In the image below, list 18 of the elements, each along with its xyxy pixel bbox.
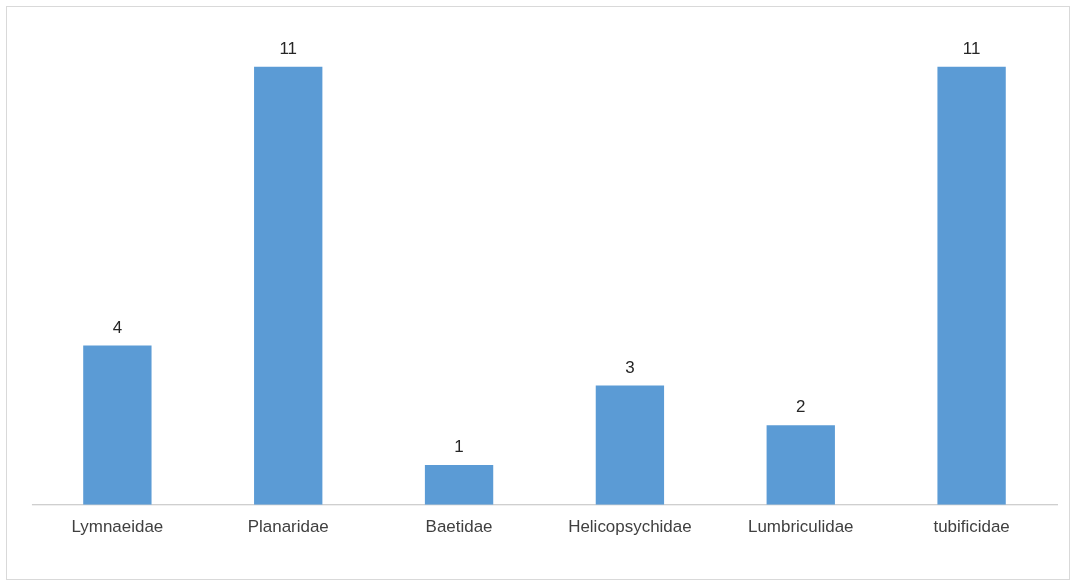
data-label: 4 [112,317,123,337]
data-label: 2 [796,397,806,417]
data-label: 1 [454,437,464,457]
bar [766,425,835,505]
data-label: 11 [279,39,298,58]
x-tick-label: Planaridae [247,516,329,536]
bar [595,385,665,505]
x-tick-label: Helicopsychidae [568,516,692,536]
bar [254,66,323,505]
x-tick-label: tubificidae [933,516,1010,536]
bar [424,465,494,505]
bar [937,66,1006,505]
data-label: 11 [962,39,981,58]
x-tick-label: Lumbriculidae [747,516,854,536]
x-tick-label: Lymnaeidae [71,516,164,536]
bar [83,345,152,505]
data-label: 3 [625,357,635,377]
x-tick-label: Baetidae [425,516,493,536]
